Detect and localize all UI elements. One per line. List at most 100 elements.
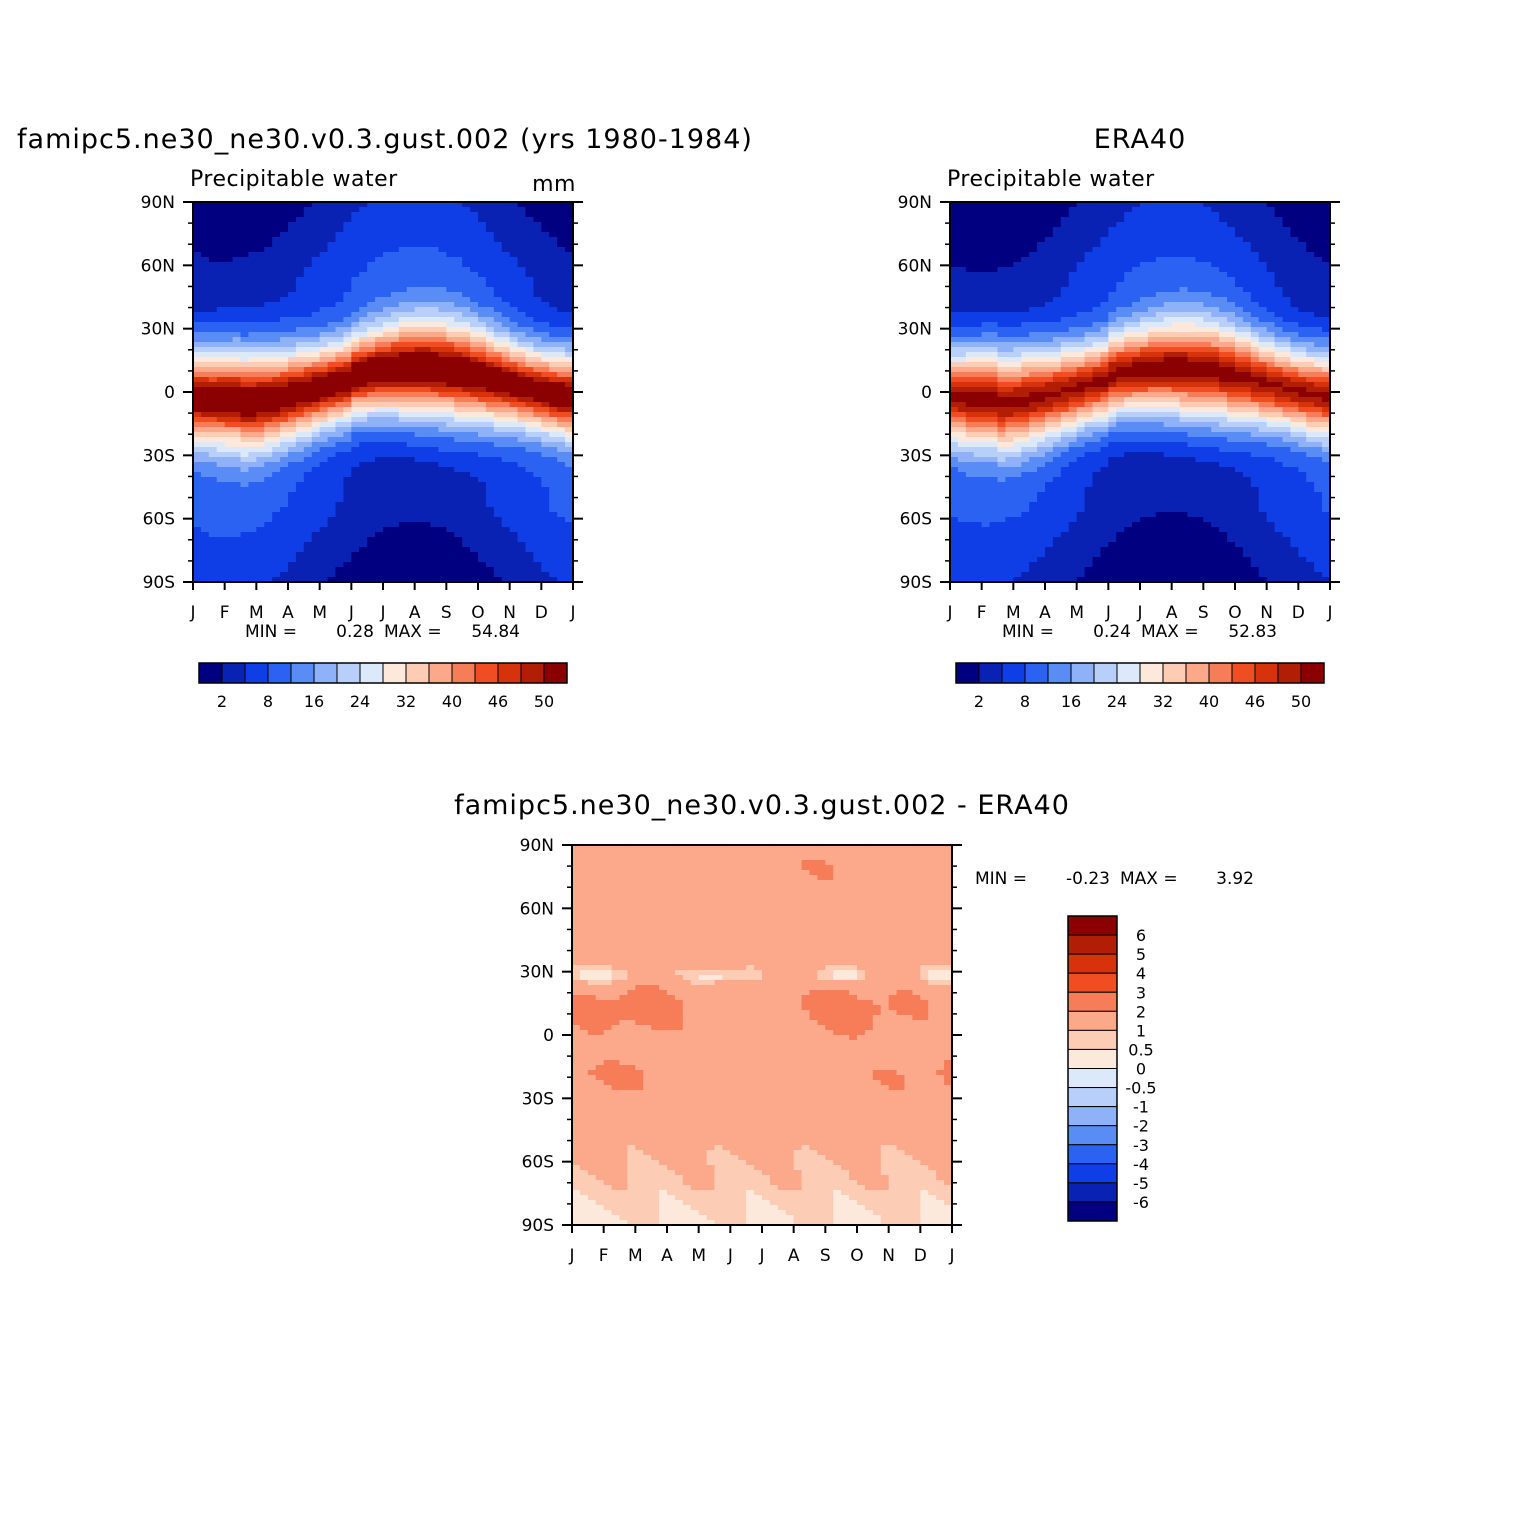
- model-cell: [256, 322, 265, 328]
- model-cell: [509, 417, 519, 423]
- model-cell: [224, 347, 234, 353]
- obs-cell: [1037, 512, 1046, 518]
- model-cell: [414, 557, 424, 563]
- model-cell: [541, 272, 550, 278]
- obs-cell: [981, 312, 991, 318]
- obs-cell: [973, 307, 983, 313]
- model-cell: [319, 372, 329, 378]
- model-cell: [256, 522, 265, 528]
- obs-cell: [1052, 442, 1062, 448]
- obs-cell: [973, 497, 983, 503]
- model-cell: [454, 552, 463, 558]
- model-cell: [383, 537, 392, 543]
- model-cell: [272, 437, 281, 443]
- model-cell: [232, 307, 242, 313]
- model-cell: [375, 552, 384, 558]
- model-xtick-label: F: [220, 603, 230, 623]
- model-cell: [200, 252, 210, 258]
- obs-cell: [973, 242, 983, 248]
- model-cell: [208, 232, 218, 238]
- model-cell: [351, 237, 360, 243]
- model-cell: [343, 477, 352, 483]
- model-cell: [517, 227, 527, 233]
- model-cell: [288, 542, 297, 548]
- model-cell: [295, 427, 305, 433]
- model-cell: [517, 362, 527, 368]
- model-cell: [232, 327, 242, 333]
- model-cell: [280, 377, 289, 383]
- obs-cell: [1068, 357, 1078, 363]
- model-cell: [446, 287, 455, 293]
- model-cell: [454, 527, 463, 533]
- obs-cell: [950, 282, 959, 288]
- model-cell: [303, 532, 313, 538]
- obs-cell: [1068, 322, 1078, 328]
- model-cell: [319, 272, 329, 278]
- model-cell: [264, 422, 273, 428]
- obs-cell: [1068, 297, 1078, 303]
- model-cell: [414, 357, 424, 363]
- model-colorbar-label: 40: [442, 692, 462, 711]
- model-cell: [272, 462, 281, 468]
- obs-cell: [1005, 352, 1014, 358]
- obs-cell: [1060, 342, 1070, 348]
- model-cell: [478, 262, 487, 268]
- model-cell: [414, 567, 424, 573]
- model-cell: [303, 417, 313, 423]
- model-cell: [303, 482, 313, 488]
- model-cell: [295, 217, 305, 223]
- model-cell: [303, 477, 313, 483]
- obs-cell: [1060, 432, 1070, 438]
- model-xtick-label: M: [249, 603, 264, 623]
- model-cell: [422, 477, 432, 483]
- model-cell: [541, 312, 550, 318]
- model-cell: [541, 372, 550, 378]
- obs-cell: [1060, 272, 1070, 278]
- obs-cell: [997, 392, 1007, 398]
- obs-cell: [1013, 557, 1022, 563]
- model-cell: [446, 442, 455, 448]
- model-cell: [272, 442, 281, 448]
- model-cell: [216, 532, 226, 538]
- model-cell: [208, 482, 218, 488]
- model-cell: [406, 332, 416, 338]
- model-cell: [256, 527, 265, 533]
- model-cell: [335, 352, 345, 358]
- model-cell: [311, 227, 321, 233]
- model-cell: [367, 422, 376, 428]
- model-cell: [541, 527, 550, 533]
- model-cell: [493, 512, 503, 518]
- model-cell: [406, 362, 416, 368]
- model-cell: [446, 262, 455, 268]
- model-cell: [541, 317, 550, 323]
- obs-cell: [989, 247, 999, 253]
- obs-cell: [1060, 537, 1070, 543]
- obs-cell: [1029, 342, 1038, 348]
- model-cell: [264, 402, 273, 408]
- obs-cell: [957, 222, 967, 228]
- model-cell: [478, 367, 487, 373]
- model-cell: [193, 547, 202, 553]
- model-cell: [485, 222, 495, 228]
- model-cell: [232, 242, 242, 248]
- obs-cell: [989, 402, 999, 408]
- model-cell: [533, 422, 542, 428]
- model-cell: [406, 297, 416, 303]
- model-cell: [359, 292, 368, 298]
- model-cell: [248, 462, 257, 468]
- model-cell: [216, 272, 226, 278]
- model-cell: [343, 537, 352, 543]
- obs-cell: [1013, 342, 1022, 348]
- model-cell: [462, 542, 471, 548]
- model-cell: [414, 397, 424, 403]
- obs-cell: [1029, 337, 1038, 343]
- model-cell: [557, 397, 566, 403]
- model-cell: [359, 232, 368, 238]
- model-cell: [216, 402, 226, 408]
- obs-cell: [950, 567, 959, 573]
- model-cell: [200, 367, 210, 373]
- model-cell: [446, 472, 455, 478]
- obs-cell: [973, 347, 983, 353]
- obs-cell: [957, 367, 967, 373]
- model-panel: famipc5.ne30_ne30.v0.3.gust.002 (yrs 198…: [17, 124, 752, 711]
